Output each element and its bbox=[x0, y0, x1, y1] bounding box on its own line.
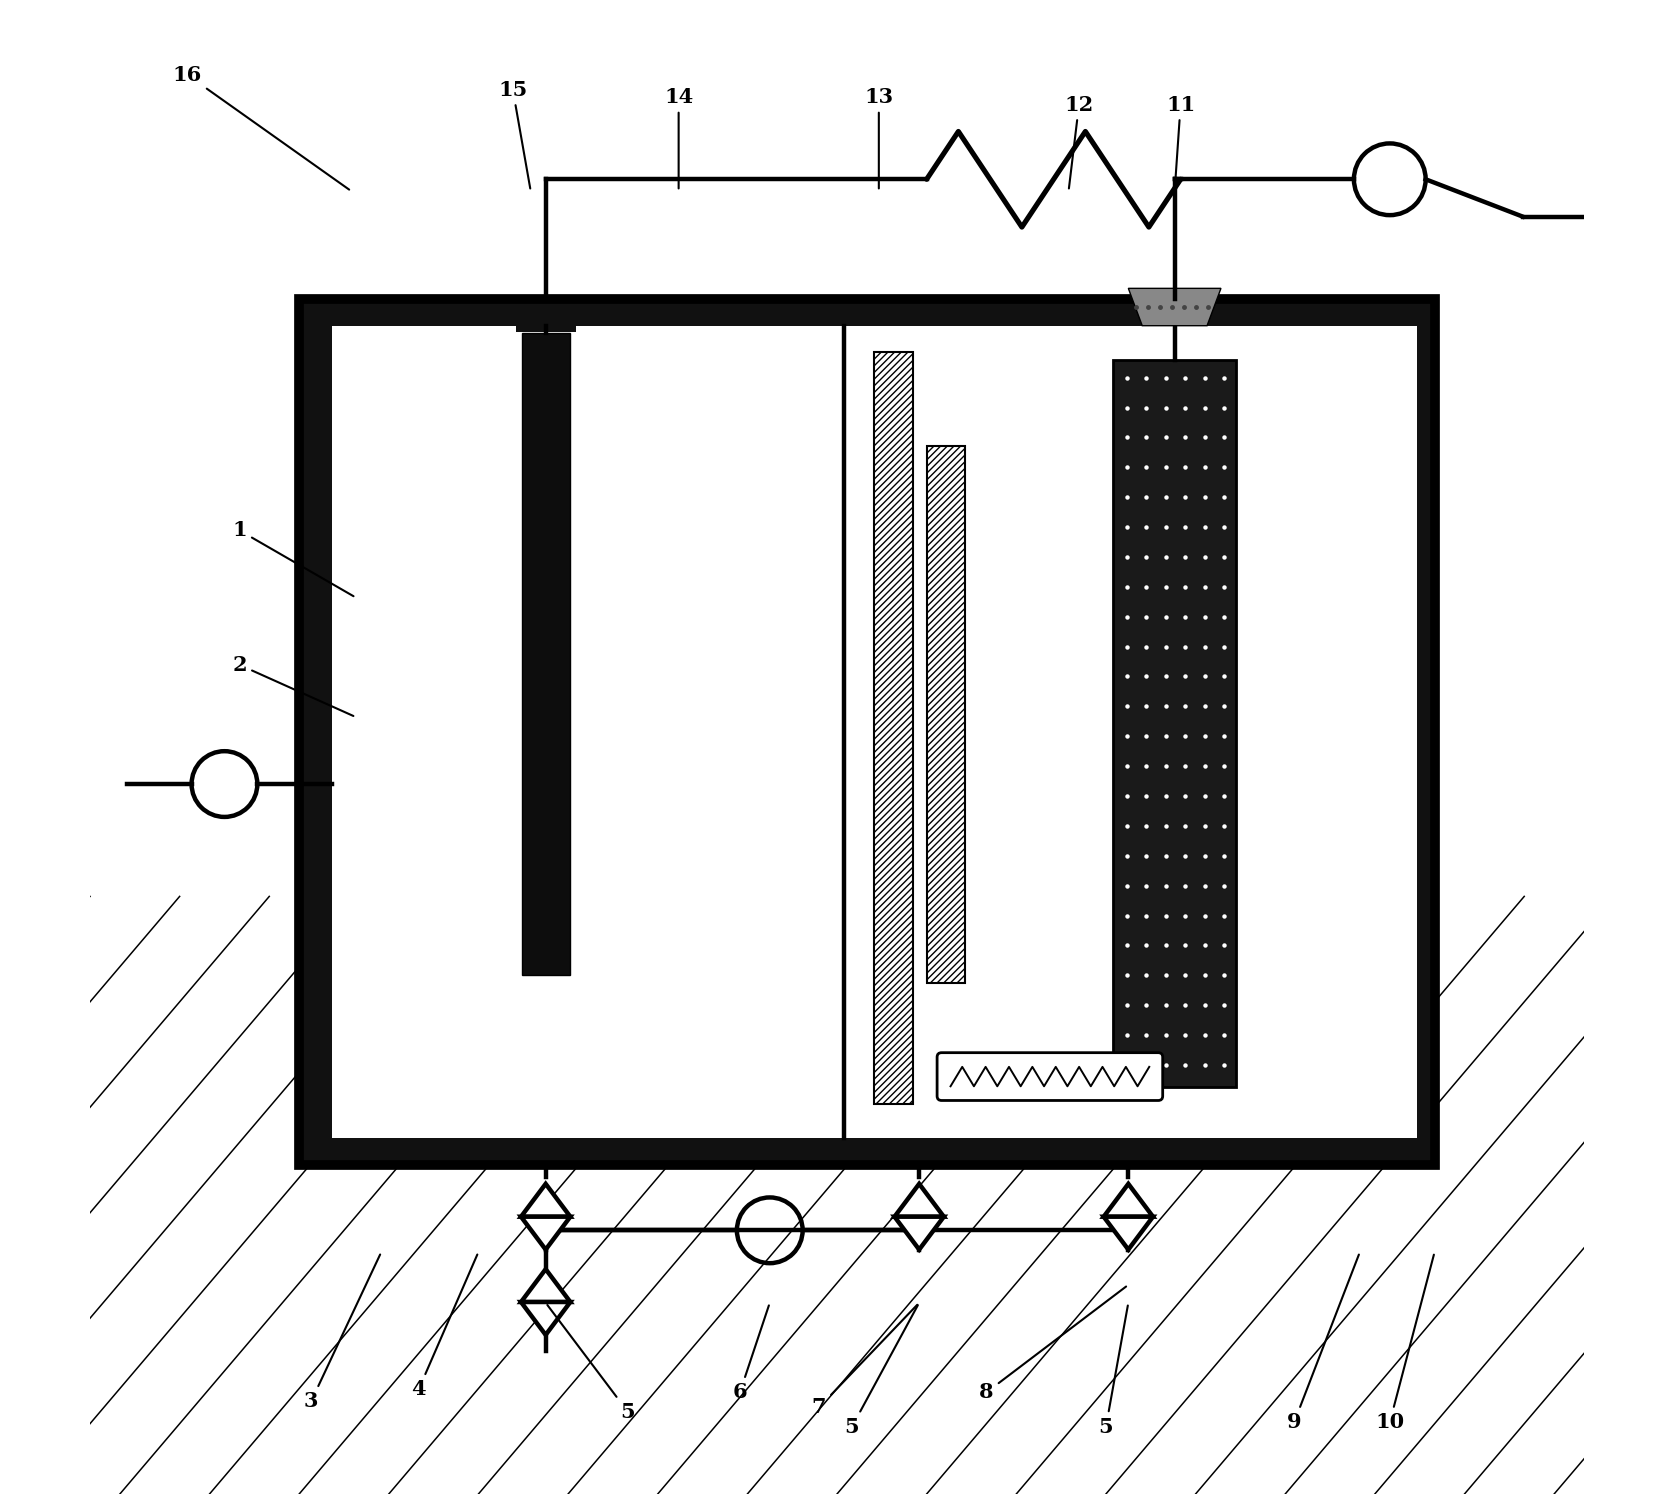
Bar bbox=[927, 447, 965, 983]
Bar bbox=[1415, 299, 1434, 1165]
Text: 14: 14 bbox=[664, 87, 693, 188]
Polygon shape bbox=[520, 1183, 570, 1216]
Text: 9: 9 bbox=[1287, 1255, 1358, 1433]
Polygon shape bbox=[893, 1183, 944, 1216]
Text: 1: 1 bbox=[233, 520, 353, 596]
Text: 12: 12 bbox=[1064, 94, 1092, 188]
Text: 11: 11 bbox=[1166, 94, 1195, 188]
Polygon shape bbox=[520, 1216, 570, 1249]
Text: 4: 4 bbox=[412, 1255, 477, 1400]
Bar bbox=[299, 299, 331, 1165]
Polygon shape bbox=[520, 1301, 570, 1336]
Text: 5: 5 bbox=[547, 1304, 634, 1422]
Text: 15: 15 bbox=[499, 79, 530, 188]
Text: 13: 13 bbox=[863, 87, 893, 188]
Bar bbox=[299, 299, 1434, 1165]
Polygon shape bbox=[520, 1270, 570, 1301]
Text: 5: 5 bbox=[1097, 1306, 1128, 1437]
Text: 2: 2 bbox=[233, 654, 353, 716]
Bar bbox=[522, 333, 569, 974]
Text: 8: 8 bbox=[979, 1286, 1126, 1403]
Bar bbox=[1113, 360, 1235, 1088]
Bar bbox=[873, 351, 913, 1104]
Polygon shape bbox=[893, 1216, 944, 1249]
Polygon shape bbox=[1103, 1183, 1153, 1216]
Bar bbox=[515, 309, 576, 333]
Text: 16: 16 bbox=[172, 64, 350, 190]
Bar bbox=[299, 299, 1434, 1165]
Text: 3: 3 bbox=[304, 1255, 380, 1412]
Polygon shape bbox=[1128, 288, 1220, 326]
Text: 5: 5 bbox=[845, 1306, 917, 1437]
Text: 7: 7 bbox=[811, 1304, 917, 1418]
Text: 6: 6 bbox=[733, 1306, 768, 1403]
Text: 10: 10 bbox=[1375, 1255, 1434, 1433]
Bar bbox=[299, 299, 1434, 326]
FancyBboxPatch shape bbox=[937, 1053, 1163, 1101]
Bar bbox=[299, 1138, 1434, 1165]
Polygon shape bbox=[1103, 1216, 1153, 1249]
